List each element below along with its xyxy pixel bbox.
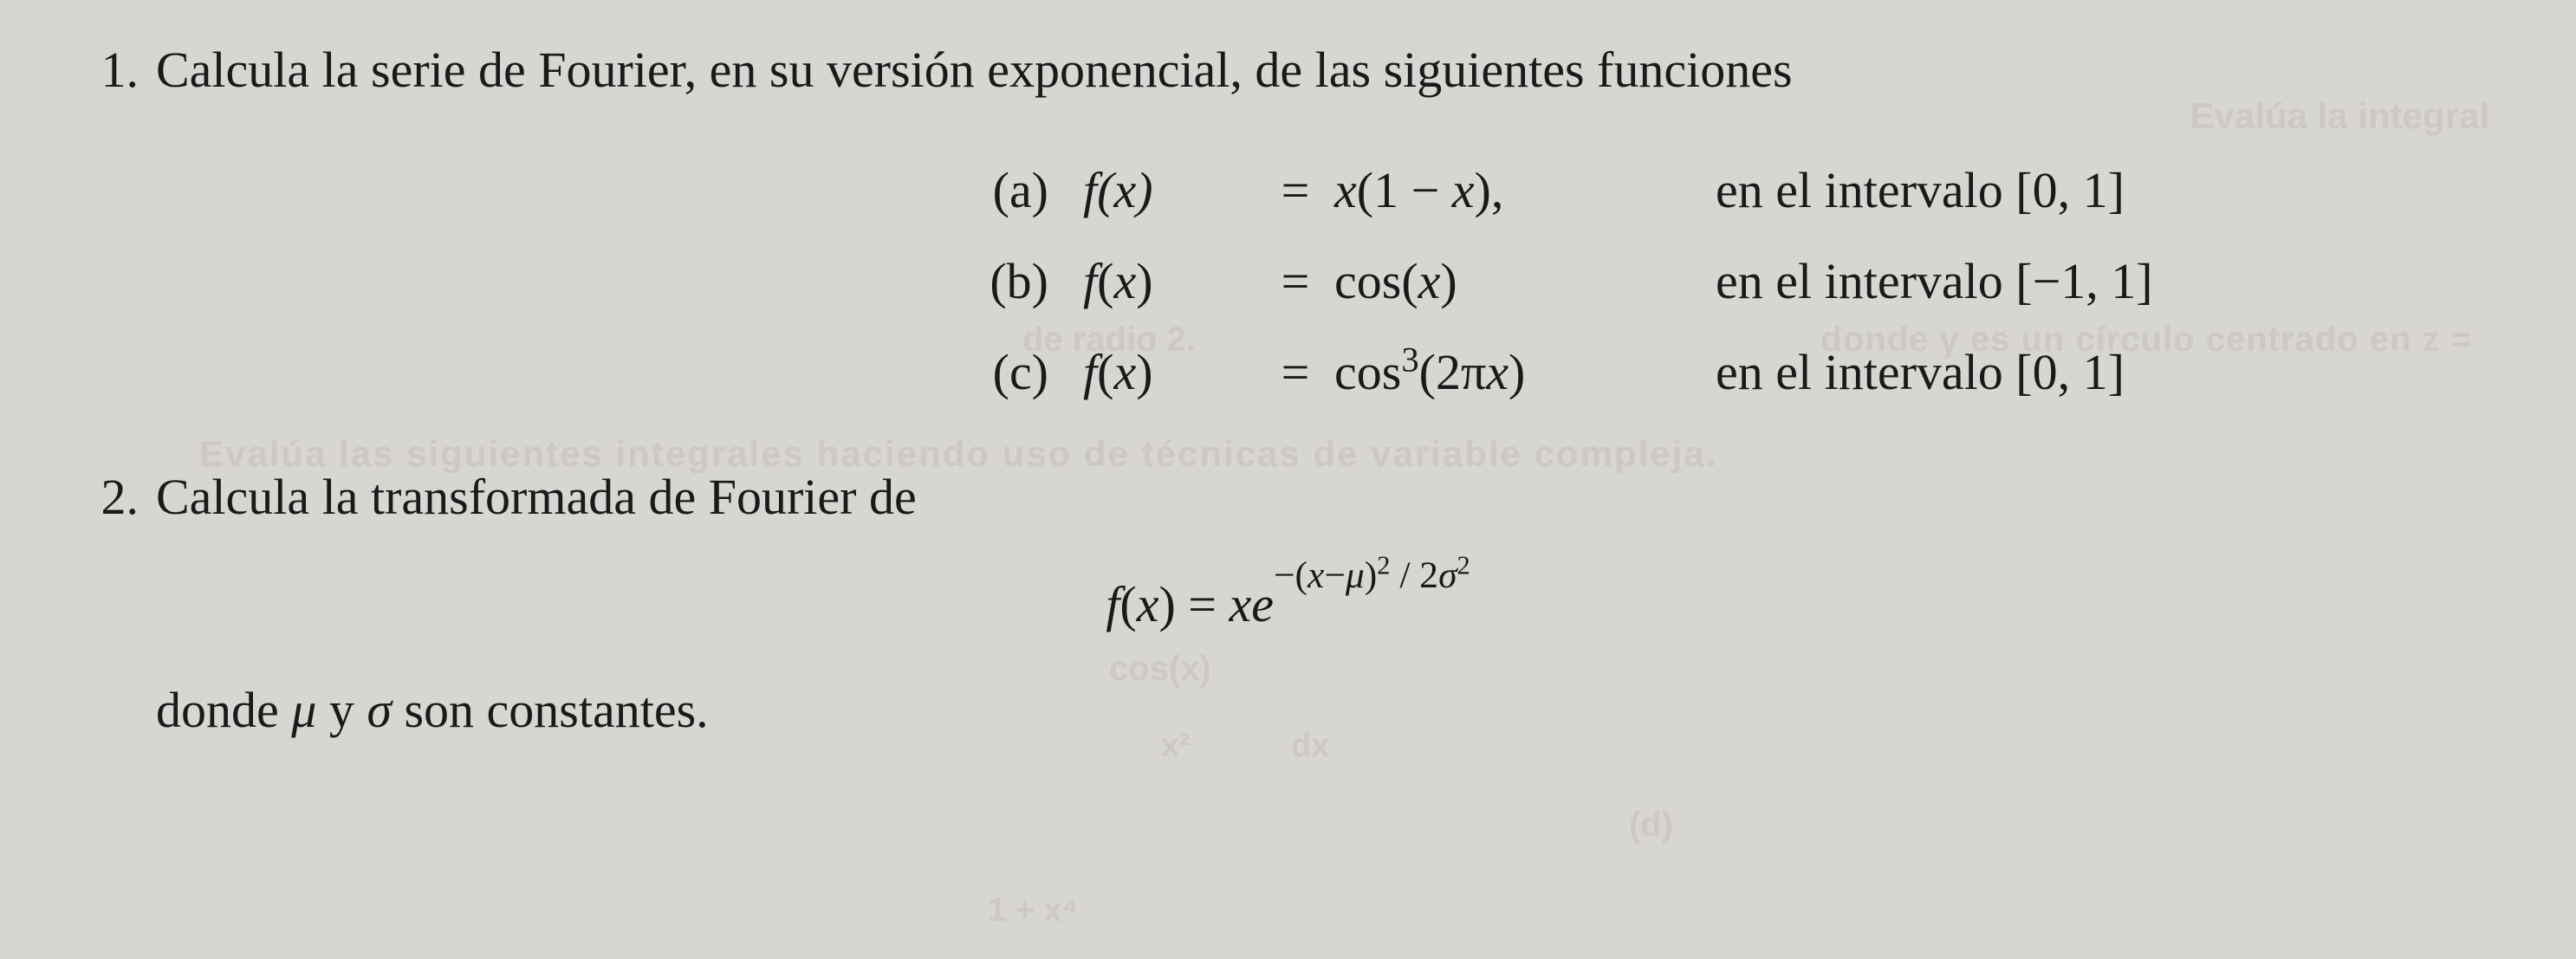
equation-row-a: (a) f(x) = x(1 − x), en el intervalo [0,… (78, 152, 2498, 228)
interval-b-prefix: en el intervalo (1716, 253, 2015, 309)
equation-c-func: f(x) (1083, 334, 1256, 410)
closing-mu: μ (291, 682, 316, 738)
problem-1-number: 1. (78, 35, 156, 105)
problem-2-closing: donde μ y σ son constantes. (156, 681, 2498, 739)
eq2-exponent: −(x−μ)2 / 2σ2 (1274, 554, 1470, 596)
ghost-text-10: 1 + x⁴ (988, 892, 1078, 930)
problem-2: 2. Calcula la transformada de Fourier de… (78, 462, 2498, 739)
equation-b-interval: en el intervalo [−1, 1] (1664, 243, 2498, 319)
interval-b-value: [−1, 1] (2015, 253, 2152, 309)
equation-b-equals: = (1256, 243, 1334, 319)
eq2-x: x (1230, 576, 1252, 632)
problem-2-header: 2. Calcula la transformada de Fourier de (78, 462, 2498, 532)
equation-c-interval: en el intervalo [0, 1] (1664, 334, 2498, 410)
problem-2-number: 2. (78, 462, 156, 532)
equation-a-equals: = (1256, 152, 1334, 228)
equation-row-b: (b) f(x) = cos(x) en el intervalo [−1, 1… (78, 243, 2498, 319)
equation-a-interval: en el intervalo [0, 1] (1664, 152, 2498, 228)
interval-a-prefix: en el intervalo (1716, 162, 2015, 218)
problem-1-equations: (a) f(x) = x(1 − x), en el intervalo [0,… (78, 152, 2498, 410)
eq2-equals: = (1176, 576, 1230, 632)
problem-2-text: Calcula la transformada de Fourier de (156, 462, 2498, 532)
equation-c-equals: = (1256, 334, 1334, 410)
closing-mid: y (316, 682, 367, 738)
closing-prefix: donde (156, 682, 291, 738)
equation-c-sup: 3 (1401, 340, 1418, 379)
interval-a-value: [0, 1] (2015, 162, 2125, 218)
problem-2-equation: f(x) = xe−(x−μ)2 / 2σ2 (78, 575, 2498, 633)
equation-a-func: f(x) (1083, 152, 1256, 228)
equation-b-label: (b) (78, 243, 1083, 319)
ghost-text-11: (d) (1629, 806, 1673, 845)
interval-c-value: [0, 1] (2015, 344, 2125, 400)
interval-c-prefix: en el intervalo (1716, 344, 2015, 400)
closing-suffix: son constantes. (392, 682, 709, 738)
equation-row-c: (c) f(x) = cos3(2πx) en el intervalo [0,… (78, 334, 2498, 410)
problem-1: 1. Calcula la serie de Fourier, en su ve… (78, 35, 2498, 410)
equation-b-func: f(x) (1083, 243, 1256, 319)
equation-a-expr: x(1 − x), (1334, 152, 1664, 228)
equation-c-cos: cos (1334, 344, 1401, 400)
eq2-e: e (1251, 576, 1274, 632)
equation-b-expr: cos(x) (1334, 243, 1664, 319)
equation-b-cos: cos (1334, 253, 1401, 309)
problem-1-text: Calcula la serie de Fourier, en su versi… (156, 35, 2498, 105)
equation-c-label: (c) (78, 334, 1083, 410)
problem-1-header: 1. Calcula la serie de Fourier, en su ve… (78, 35, 2498, 105)
equation-a-label: (a) (78, 152, 1083, 228)
equation-c-expr: cos3(2πx) (1334, 334, 1664, 410)
closing-sigma: σ (367, 682, 392, 738)
